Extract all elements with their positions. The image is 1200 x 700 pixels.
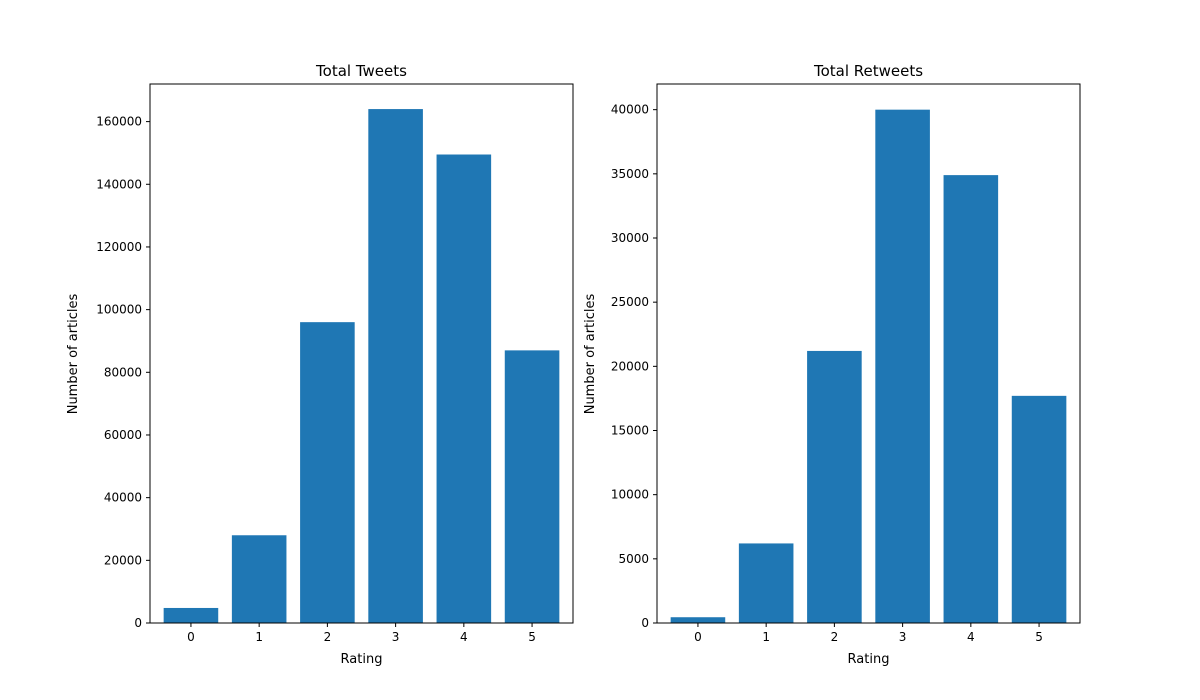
y-tick-label: 0 (641, 616, 649, 630)
y-tick-label: 80000 (104, 365, 142, 379)
y-tick-label: 20000 (611, 359, 649, 373)
bar-rating-1 (231, 535, 287, 623)
y-tick-label: 5000 (618, 552, 649, 566)
y-tick-label: 60000 (104, 428, 142, 442)
y-tick-label: 20000 (104, 553, 142, 567)
bar-rating-2 (300, 322, 355, 623)
y-tick-label: 140000 (96, 177, 142, 191)
bar-rating-5 (504, 350, 560, 623)
axes-frame (149, 83, 574, 624)
y-tick-label: 40000 (104, 491, 142, 505)
x-tick-label: 0 (694, 630, 702, 644)
axes-frame (656, 83, 1081, 624)
y-tick-label: 15000 (611, 424, 649, 438)
y-tick-label: 35000 (611, 167, 649, 181)
y-tick-label: 120000 (96, 240, 142, 254)
bar-rating-4 (436, 154, 492, 623)
x-axis-label: Rating (848, 652, 890, 667)
x-tick-label: 0 (187, 630, 195, 644)
x-tick-label: 4 (967, 630, 975, 644)
y-tick-label: 0 (134, 616, 142, 630)
y-tick-label: 100000 (96, 303, 142, 317)
y-tick-label: 40000 (611, 103, 649, 117)
x-tick-label: 3 (392, 630, 400, 644)
bar-rating-3 (368, 109, 423, 623)
x-tick-label: 4 (460, 630, 468, 644)
x-tick-label: 1 (762, 630, 770, 644)
y-tick-label: 30000 (611, 231, 649, 245)
y-tick-label: 160000 (96, 115, 142, 129)
chart-title: Total Tweets (315, 62, 407, 80)
bar-rating-1 (738, 543, 794, 623)
y-tick-label: 10000 (611, 488, 649, 502)
bar-rating-4 (943, 175, 999, 623)
bar-rating-2 (807, 350, 862, 623)
x-tick-label: 2 (324, 630, 332, 644)
bar-rating-0 (670, 617, 726, 623)
y-axis-label: Number of articles (583, 293, 598, 414)
bar-rating-0 (163, 607, 219, 623)
x-tick-label: 2 (831, 630, 839, 644)
x-tick-label: 3 (899, 630, 907, 644)
chart-title: Total Retweets (813, 62, 923, 80)
y-tick-label: 25000 (611, 295, 649, 309)
x-tick-label: 1 (255, 630, 263, 644)
bar-rating-3 (875, 109, 930, 624)
x-axis-label: Rating (341, 652, 383, 667)
x-tick-label: 5 (1035, 630, 1043, 644)
bar-rating-5 (1011, 395, 1067, 623)
chart-total-retweets: Total Retweets Rating Number of articles… (583, 62, 1081, 667)
y-axis-label: Number of articles (66, 293, 81, 414)
x-tick-label: 5 (528, 630, 536, 644)
chart-total-tweets: Total Tweets Rating Number of articles 0… (66, 62, 574, 667)
